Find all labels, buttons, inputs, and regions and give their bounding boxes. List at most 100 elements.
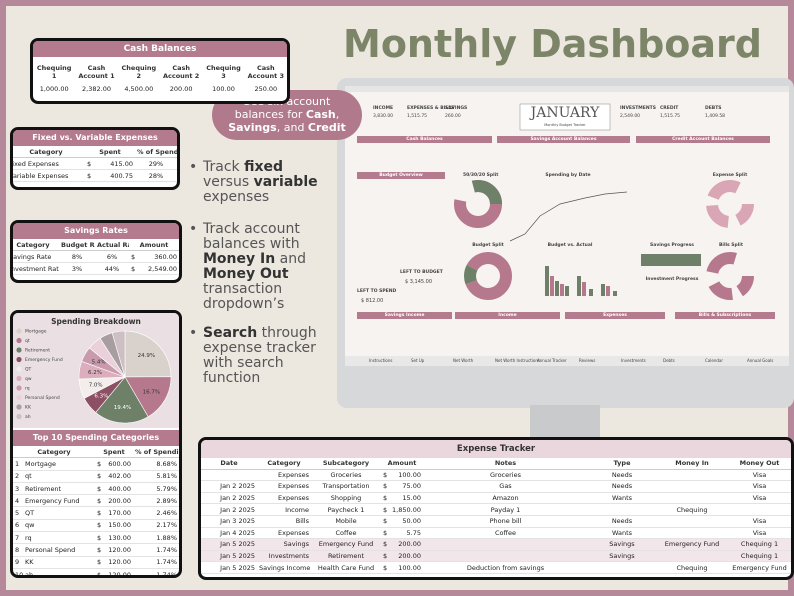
sheet-tab: Net Worth <box>453 358 474 363</box>
table-cell: 10 <box>15 570 23 578</box>
table-row: Expenses Groceries $100.00 Groceries Needs Vi… <box>201 470 791 482</box>
legend-label: Retirement <box>25 348 50 354</box>
table-cell: 28% <box>148 171 164 180</box>
table-cell: Jan 5 2025 <box>220 540 255 549</box>
table-row: Jan 3 2025 Bills Mobile $50.00 Phone bill Nee… <box>201 516 791 528</box>
table-cell: Groceries <box>490 470 521 479</box>
table-cell: $ <box>97 496 102 505</box>
table-cell: Jan 3 2025 <box>220 517 255 526</box>
text-segment: versus <box>203 159 288 190</box>
page-title: Monthly Dashboard <box>343 22 762 66</box>
legend-swatch <box>16 366 22 372</box>
panel: Cash Balances Chequing 1 Cash Account 1 Che… <box>30 38 290 104</box>
kpi-label: INCOME <box>373 106 394 111</box>
table-cell: Retirement <box>327 552 365 561</box>
table-cell: 150.00 <box>108 521 131 530</box>
table-cell: $ <box>383 540 388 549</box>
section-title: Expense Split <box>712 173 748 178</box>
table-cell: Coffee <box>335 528 357 537</box>
text-segment: fixed <box>244 159 284 175</box>
table-cell: $ <box>97 521 102 530</box>
table-cell: % of Spending <box>135 447 179 456</box>
table-row: Fixed Expenses $415.00 29% <box>13 158 177 170</box>
panel: Spending Breakdown 24.9% 16.7% 19.4% 6.3% 7.0… <box>10 310 182 578</box>
table-cell: Amount <box>139 240 169 249</box>
table-cell: Emergency Fund <box>25 496 80 505</box>
text-segment: , and <box>276 121 308 134</box>
table-cell: Visa <box>752 528 767 537</box>
table-row: Category Spent % of Spending <box>13 446 179 459</box>
table: Category Budget RateActual Rate Amount Savi… <box>13 239 179 275</box>
table-cell: Budget Rate <box>61 240 95 249</box>
pie-title: Spending Breakdown <box>51 317 141 326</box>
kpi-value: 3,830.00 <box>373 114 394 119</box>
table-cell: 1.74% <box>156 558 177 567</box>
table-cell: Chequing 1 <box>36 64 72 80</box>
table-row: Jan 5 2025 Savings Emergency Fund $200.00 Sa… <box>201 539 791 551</box>
text-segment: Track <box>203 159 245 175</box>
table-cell: 7 <box>15 533 20 542</box>
table-row: Savings Rate 8% 6% $360.00 <box>13 251 179 263</box>
table-row: Category Spent % of Spending <box>13 146 177 158</box>
table-row: Investment Rate 3% 44% $2,549.00 <box>13 263 179 275</box>
table-row: 5 QT $170.00 2.46% <box>13 507 179 520</box>
table-cell: Spent <box>99 147 121 156</box>
table-cell: QT <box>25 509 35 518</box>
kpi-label: CREDIT <box>660 106 679 111</box>
text-segment: Money Out <box>203 266 289 282</box>
tab-bar <box>345 356 789 366</box>
table-cell: Savings <box>609 552 635 561</box>
legend-swatch <box>16 404 22 410</box>
table-cell: 100.00 <box>398 470 421 479</box>
table-cell: Health Care Fund <box>317 563 375 572</box>
legend-label: qt <box>25 338 30 344</box>
text-segment: Money In <box>203 251 276 267</box>
table-cell: 200.00 <box>169 85 193 93</box>
slice-label: 6.3% <box>94 394 108 400</box>
progress-bar <box>641 254 701 266</box>
table-cell: 44% <box>104 264 120 273</box>
table-row: Variable Expenses $400.75 28% <box>13 170 177 182</box>
table-cell: Category <box>267 459 301 468</box>
table-cell: 8% <box>71 252 83 261</box>
table-cell: Expenses <box>278 482 309 491</box>
table-cell: 200.00 <box>108 496 131 505</box>
bullet: Track fixed versus variable expenses <box>189 159 333 205</box>
table-row: 1,000.00 2,382.00 4,500.00 200.00 100.00 250.… <box>33 83 287 95</box>
table-row: 7 rq $130.00 1.88% <box>13 532 179 545</box>
legend-swatch <box>16 375 22 382</box>
kpi-label: DEBTS <box>705 106 722 111</box>
text-segment: , <box>335 108 340 121</box>
text-segment: Cash <box>305 108 336 121</box>
table-row: Jan 4 2025 Expenses Coffee $5.75 Coffee Wants… <box>201 528 791 540</box>
table-cell: qt <box>25 472 32 481</box>
section-title: Budget Split <box>472 243 504 248</box>
table-cell: Emergency Fund <box>664 540 720 549</box>
table-cell: Visa <box>752 517 767 526</box>
bars <box>545 266 617 296</box>
table-cell: $ <box>131 252 136 261</box>
table: Date Category Subcategory Amount Notes Type Mo… <box>201 458 791 574</box>
legend-swatch <box>16 337 22 344</box>
legend-swatch <box>16 394 22 401</box>
donut <box>454 180 502 228</box>
table-cell: 120.00 <box>108 558 131 567</box>
table-cell: $ <box>383 528 388 537</box>
table-cell: Cash Account 1 <box>78 64 115 80</box>
table-cell: Bills <box>295 517 309 526</box>
month-subtitle: Monthly Budget Tracker <box>544 123 586 127</box>
bullet: Track account balances with Money In and… <box>189 222 333 312</box>
table-cell: 415.00 <box>110 159 133 168</box>
table-cell: 4,500.00 <box>124 85 154 93</box>
donut <box>706 180 754 228</box>
slice-label: 6.2% <box>88 370 102 376</box>
kpi-value: 1,409.58 <box>705 114 726 119</box>
legend-label: Personal Spend <box>25 395 60 401</box>
kpi-label: INVESTMENTS <box>620 106 656 111</box>
table-cell: 100.00 <box>212 85 235 93</box>
table-cell: Jan 2 2025 <box>220 482 255 491</box>
table-cell: $ <box>97 484 102 493</box>
table-cell: Income <box>285 505 309 514</box>
text-segment: Credit <box>307 121 346 134</box>
